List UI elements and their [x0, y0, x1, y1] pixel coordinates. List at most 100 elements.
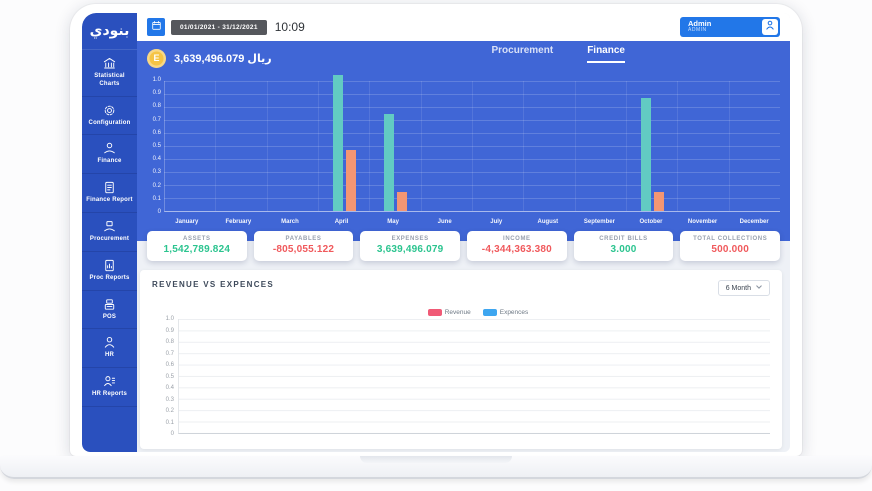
x-tick-label: July	[490, 219, 503, 225]
stat-card-payables: PAYABLES -805,055.122	[253, 231, 354, 261]
sidebar-item-hr-reports[interactable]: HR Reports	[82, 368, 137, 407]
y-tick-label: 1.0	[152, 77, 161, 83]
legend-swatch	[482, 309, 497, 316]
bar-group-march	[266, 81, 318, 211]
y-tick-label: 0.4	[152, 156, 161, 163]
y-tick-label: 0.3	[152, 169, 161, 176]
user-menu[interactable]: Admin ADMIN	[680, 17, 780, 37]
app-logo: بنودي	[82, 13, 137, 50]
y-tick-label: 0.7	[165, 350, 174, 357]
bar-group-september	[574, 81, 626, 211]
sidebar-item-label: Configuration	[88, 119, 131, 126]
y-tick-label: 0.1	[165, 419, 174, 426]
x-tick-label: January	[175, 219, 199, 225]
x-tick-label: September	[583, 219, 615, 225]
sidebar-item-label: Finance	[97, 158, 122, 165]
y-tick-label: 0.1	[152, 195, 161, 202]
y-tick-label: 0	[157, 208, 161, 215]
bar-group-april	[317, 74, 369, 211]
user-name: Admin	[688, 18, 712, 28]
y-tick-label: 0.8	[152, 103, 161, 110]
legend-item-revenue: Revenue	[427, 309, 471, 316]
y-tick-label: 0.2	[152, 182, 161, 189]
tab-procurement[interactable]: Procurement	[491, 45, 554, 56]
x-tick-label: August	[537, 219, 559, 225]
bar-group-october	[625, 81, 677, 211]
sidebar-item-label: Finance Report	[86, 197, 133, 204]
y-tick-label: 0.3	[165, 396, 174, 403]
y-tick-label: 0.4	[165, 385, 174, 391]
bar-group-december	[728, 81, 780, 211]
line-chart: 1.0 0.9 0.8 0.7 0.6 0.5 0.4 0.3 0.2 0.1 0	[152, 316, 770, 437]
main-area: 01/01/2021 - 31/12/2021 10:09 Admin ADMI…	[137, 13, 790, 452]
line-chart-y-axis: 1.0 0.9 0.8 0.7 0.6 0.5 0.4 0.3 0.2 0.1 0	[152, 316, 178, 437]
sidebar-item-label: HR	[104, 352, 115, 359]
sidebar-item-pos[interactable]: POS	[82, 291, 137, 330]
finance-report-icon	[102, 180, 117, 195]
chart-legend: Revenue Expences	[152, 309, 770, 316]
sidebar-item-label: Procurement	[89, 235, 130, 242]
y-tick-label: 0.2	[165, 408, 174, 414]
y-tick-label: 0.9	[165, 327, 174, 334]
period-select-value: 6 Month	[725, 284, 751, 292]
laptop-notch	[360, 456, 512, 463]
bar-series-teal-october	[640, 97, 651, 211]
stat-card-total-collections: TOTAL COLLECTIONS 500.000	[680, 231, 781, 261]
bar-group-july	[471, 81, 523, 211]
y-tick-label: 0.9	[152, 90, 161, 97]
stat-card-value: 1,542,789.824	[163, 244, 231, 255]
avatar	[762, 19, 778, 35]
finance-header: E 3,639,496.079 ريال Procurement Finance	[137, 41, 790, 73]
stat-card-value: -805,055.122	[272, 244, 335, 255]
calendar-button[interactable]	[147, 18, 165, 36]
bar-chart: 1.0 0.9 0.8 0.7 0.6 0.5 0.4 0.3 0.2 0.1 0	[137, 73, 790, 215]
tab-finance[interactable]: Finance	[587, 45, 625, 63]
total-amount: 3,639,496.079 ريال	[174, 52, 272, 65]
user-role: ADMIN	[688, 27, 707, 34]
stat-card-credit-bills: CREDIT BILLS 3.000	[573, 231, 674, 261]
proc-reports-icon	[102, 258, 117, 273]
sidebar-item-finance[interactable]: Finance	[82, 135, 137, 175]
sidebar-item-proc-reports[interactable]: Proc Reports	[82, 252, 137, 291]
stat-card-income: INCOME -4,344,363.380	[467, 231, 567, 261]
x-tick-label: April	[334, 219, 349, 225]
bar-chart-x-axis: January February March April May June July Augu…	[137, 215, 790, 225]
bar-series-orange-may	[396, 191, 407, 211]
laptop-base	[0, 456, 872, 479]
legend-swatch	[427, 309, 442, 316]
stat-card-assets: ASSETS 1,542,789.824	[147, 231, 247, 261]
app-window: بنودي Statistical Charts Configuration Fin…	[82, 13, 790, 452]
hr-reports-icon	[102, 374, 117, 389]
procurement-icon	[102, 219, 117, 234]
bar-group-may	[369, 81, 420, 211]
bar-series-teal-may	[383, 113, 394, 211]
sidebar-item-label: POS	[102, 313, 117, 320]
bar-series-orange-october	[653, 191, 664, 211]
x-tick-label: June	[437, 219, 452, 225]
sidebar-item-label: Proc Reports	[89, 274, 130, 281]
sidebar-item-finance-report[interactable]: Finance Report	[82, 174, 137, 213]
x-tick-label: February	[225, 219, 252, 225]
sidebar-item-statistical-charts[interactable]: Statistical Charts	[82, 50, 137, 97]
revenue-panel-header: REVENUE VS EXPENCES 6 Month	[152, 280, 770, 296]
gear-icon	[102, 103, 117, 118]
legend-label: Expences	[499, 309, 529, 316]
y-tick-label: 0.6	[152, 129, 161, 136]
period-select[interactable]: 6 Month	[717, 280, 770, 296]
total-amount-value: 3,639,496.079	[174, 52, 245, 65]
y-tick-label: 0	[170, 431, 174, 437]
currency-coin-icon: E	[147, 48, 166, 68]
stat-cards-row: ASSETS 1,542,789.824 PAYABLES -805,055.122 E…	[147, 231, 781, 261]
sidebar-item-hr[interactable]: HR	[82, 329, 137, 369]
y-tick-label: 0.8	[165, 339, 174, 345]
topbar: 01/01/2021 - 31/12/2021 10:09 Admin ADMI…	[137, 13, 790, 41]
bank-icon	[102, 56, 117, 71]
user-info: Admin ADMIN	[688, 18, 762, 34]
sidebar-item-label: HR Reports	[91, 391, 127, 398]
bar-series-orange-april	[345, 149, 356, 211]
date-range-chip[interactable]: 01/01/2021 - 31/12/2021	[171, 19, 267, 35]
sidebar-item-procurement[interactable]: Procurement	[82, 213, 137, 252]
stat-card-expenses: EXPENSES 3,639,496.079	[360, 231, 461, 261]
bar-chart-plot	[164, 74, 780, 212]
sidebar-item-configuration[interactable]: Configuration	[82, 97, 137, 136]
